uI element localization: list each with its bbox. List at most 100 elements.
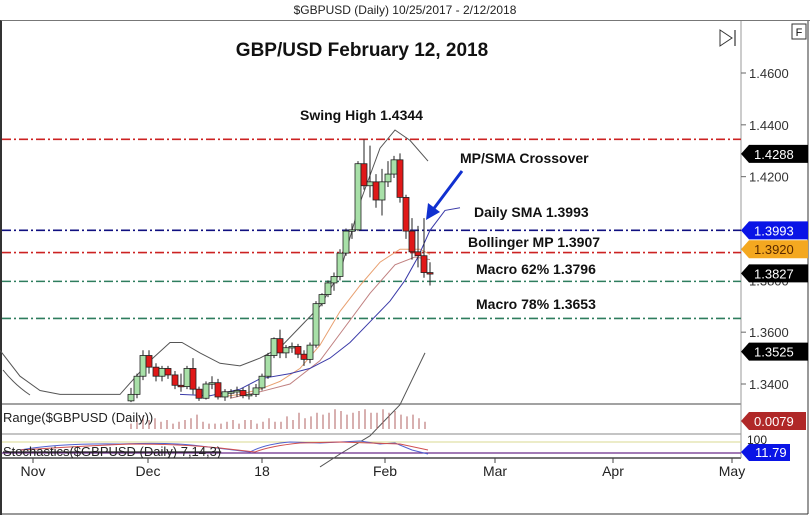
candle (233, 390, 241, 393)
x-axis-label: Nov (21, 463, 46, 479)
chart-header: $GBPUSD (Daily) 10/25/2017 - 2/12/2018 (293, 3, 517, 17)
stoch-k-line (19, 440, 429, 455)
stoch-d-line (19, 441, 429, 453)
x-axis-label: Apr (602, 463, 624, 479)
candle (264, 355, 272, 377)
candle (158, 368, 166, 377)
bollinger-lower-left-segment (2, 369, 31, 396)
candle (348, 229, 356, 232)
stoch-value-tag (741, 444, 790, 461)
price-tag-label: 1.3993 (754, 223, 794, 238)
candle (318, 294, 326, 305)
indicator-line-daily-sma (179, 207, 461, 397)
candle (258, 375, 266, 389)
candle (414, 251, 422, 257)
crossover-arrow-icon (430, 170, 464, 212)
scroll-to-end-icon[interactable] (719, 29, 733, 47)
candle (221, 391, 229, 398)
price-tag (741, 264, 808, 283)
y-axis-label: 1.4200 (749, 170, 789, 185)
candle (171, 374, 179, 386)
range-value-label: 0.0079 (754, 414, 794, 429)
crossover-arrowhead-icon (426, 203, 440, 220)
level-label: Macro 78% 1.3653 (476, 296, 596, 312)
y-axis-label: 1.3600 (749, 325, 789, 340)
f-button-label[interactable]: F (796, 27, 803, 39)
price-tag (741, 240, 808, 259)
annotation-label: MP/SMA Crossover (460, 150, 589, 166)
candle (396, 159, 404, 198)
candle (133, 375, 141, 395)
candle (366, 181, 374, 187)
stoch-100-label: 100 (747, 433, 767, 447)
candle (372, 181, 380, 201)
f-button[interactable] (791, 23, 807, 40)
candle (420, 255, 428, 273)
candle (227, 391, 235, 394)
indicator-line-bollinger-lower (319, 352, 426, 468)
indicator-line-bollinger-mp-20-sma- (219, 248, 431, 398)
candle (177, 384, 185, 388)
candle (390, 159, 398, 175)
candle (145, 355, 153, 368)
candle (245, 393, 253, 397)
candle (252, 387, 260, 395)
candle (282, 347, 290, 354)
stochastics-pane-label: Stochastics($GBPUSD (Daily) 7,14,3) (3, 444, 221, 459)
price-tag-label: 1.4288 (754, 147, 794, 162)
y-axis-label: 1.4600 (749, 66, 789, 81)
x-axis-label: Feb (373, 463, 397, 479)
candle (195, 388, 203, 399)
x-axis-label: Dec (136, 463, 161, 479)
candle (189, 368, 197, 390)
candle (139, 355, 147, 377)
level-label: Macro 62% 1.3796 (476, 261, 596, 277)
candle (288, 346, 296, 349)
indicator-line-sma-inner (229, 256, 431, 399)
candle (202, 383, 210, 399)
candle (183, 368, 191, 387)
y-axis-label: 1.4400 (749, 118, 789, 133)
candle (294, 346, 302, 355)
range-pane-label: Range($GBPUSD (Daily)) (3, 410, 153, 425)
x-axis-label: May (719, 463, 745, 479)
candle (402, 196, 410, 232)
candle (342, 230, 350, 254)
candle (208, 382, 216, 385)
x-axis-label: 18 (254, 463, 270, 479)
candle (270, 338, 278, 356)
level-label: Bollinger MP 1.3907 (468, 234, 600, 250)
price-tag (741, 342, 808, 361)
candle (127, 393, 135, 402)
candle (426, 272, 434, 275)
candle (164, 368, 172, 376)
price-tag-label: 1.3920 (754, 242, 794, 257)
level-label: Swing High 1.4344 (300, 107, 423, 123)
candle (214, 382, 222, 398)
stoch-value-label: 11.79 (755, 445, 787, 460)
candle (384, 173, 392, 183)
candle (276, 338, 284, 354)
price-tag (741, 144, 808, 163)
candle (360, 163, 368, 187)
candle (408, 230, 416, 253)
level-label: Daily SMA 1.3993 (474, 204, 589, 220)
candle (312, 303, 320, 346)
candle (300, 353, 308, 360)
x-axis-label: Mar (483, 463, 507, 479)
range-value-tag (741, 412, 806, 430)
candle (330, 276, 338, 284)
chart-title: GBP/USD February 12, 2018 (236, 40, 488, 61)
candle (239, 390, 247, 397)
candle (354, 163, 362, 231)
candle (378, 181, 386, 201)
candle (336, 252, 344, 277)
price-tag-label: 1.3525 (754, 345, 794, 360)
candle (152, 366, 160, 377)
candle (324, 282, 332, 295)
y-axis-label: 1.3400 (749, 377, 789, 392)
chart-frame (0, 20, 810, 515)
candle (306, 344, 314, 360)
price-tag (741, 221, 808, 240)
